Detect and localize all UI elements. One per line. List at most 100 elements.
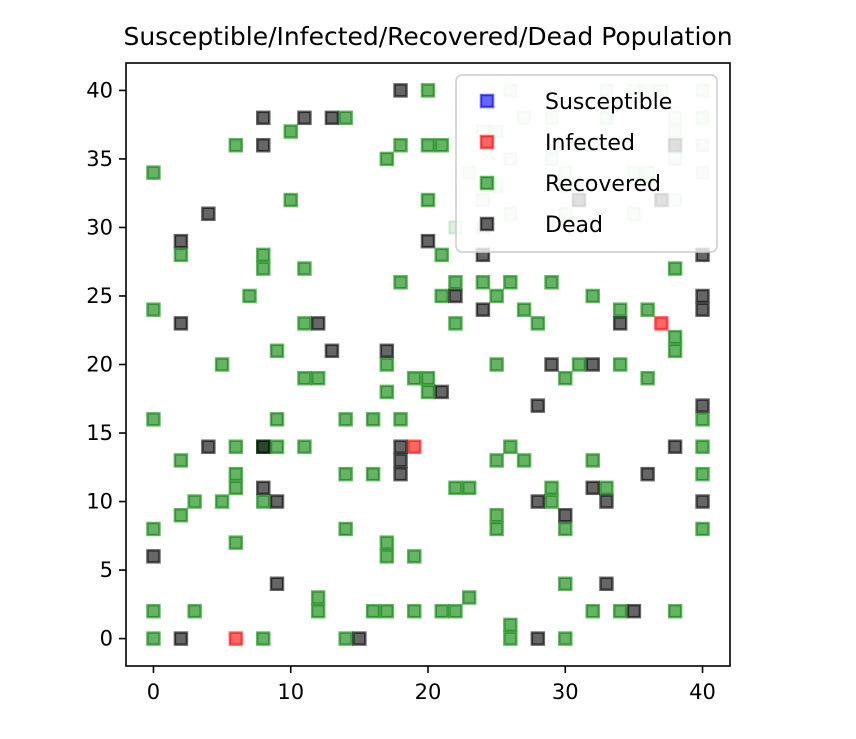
data-point-recovered: [365, 412, 381, 427]
x-tick-label: 20: [415, 680, 442, 704]
data-point-recovered: [256, 247, 271, 263]
data-point-dead: [626, 603, 642, 619]
data-point-recovered: [365, 603, 381, 619]
data-point-recovered: [503, 275, 518, 290]
data-point-recovered: [242, 288, 257, 304]
y-tick-label: 35: [86, 147, 113, 171]
data-point-dead: [544, 357, 559, 372]
data-point-recovered: [475, 275, 491, 290]
x-tick-label: 10: [277, 680, 304, 704]
data-point-recovered: [173, 508, 189, 523]
data-point-recovered: [516, 302, 532, 317]
data-point-recovered: [146, 302, 161, 317]
data-point-recovered: [516, 453, 532, 468]
data-point-recovered: [448, 275, 463, 290]
data-point-recovered: [338, 631, 353, 646]
data-point-dead: [475, 302, 491, 317]
data-point-recovered: [544, 480, 559, 496]
data-point-recovered: [420, 137, 436, 153]
data-point-dead: [612, 316, 628, 331]
series-recovered: [146, 83, 710, 646]
data-point-recovered: [585, 288, 600, 304]
data-point-recovered: [283, 124, 298, 139]
y-tick-label: 20: [86, 353, 113, 377]
data-point-recovered: [448, 316, 463, 331]
data-point-recovered: [407, 549, 422, 564]
data-point-recovered: [612, 603, 628, 619]
data-point-recovered: [489, 453, 504, 468]
data-point-dead: [173, 631, 189, 646]
data-point-recovered: [434, 603, 449, 619]
data-point-dead: [434, 384, 449, 400]
data-point-recovered: [420, 370, 436, 386]
data-point-infected: [228, 631, 244, 646]
data-point-recovered: [489, 288, 504, 304]
data-point-dead: [599, 576, 614, 592]
data-point-recovered: [420, 192, 436, 208]
data-point-dead: [269, 494, 285, 509]
data-point-dead: [420, 233, 436, 249]
x-axis-ticks: 0 10 20 30 40: [147, 666, 716, 704]
legend-marker-susceptible: [479, 93, 495, 109]
data-point-recovered: [544, 494, 559, 509]
data-point-recovered: [461, 590, 477, 605]
data-point-recovered: [228, 535, 244, 550]
data-point-recovered: [379, 535, 395, 550]
x-tick-label: 40: [689, 680, 716, 704]
data-point-recovered: [695, 521, 710, 537]
data-point-recovered: [310, 590, 326, 605]
data-point-recovered: [667, 603, 683, 619]
series-infected: [228, 316, 669, 646]
data-point-recovered: [640, 370, 655, 386]
data-point-dead: [695, 302, 710, 317]
data-point-recovered: [379, 357, 395, 372]
data-point-dead: [297, 110, 312, 126]
data-point-recovered: [256, 261, 271, 276]
legend-label-recovered: Recovered: [545, 172, 661, 197]
data-point-recovered: [379, 603, 395, 619]
data-point-recovered: [558, 631, 573, 646]
data-point-dead: [379, 343, 395, 359]
data-point-recovered: [558, 576, 573, 592]
y-tick-label: 10: [86, 490, 113, 514]
data-point-recovered: [503, 631, 518, 646]
data-point-recovered: [448, 480, 463, 496]
data-point-recovered: [256, 631, 271, 646]
data-point-recovered: [297, 316, 312, 331]
legend: Susceptible Infected Recovered Dead: [455, 74, 718, 253]
data-point-recovered: [338, 412, 353, 427]
data-point-recovered: [489, 521, 504, 537]
data-point-dead: [146, 549, 161, 564]
data-point-recovered: [558, 370, 573, 386]
data-point-recovered: [379, 549, 395, 564]
data-point-recovered: [420, 384, 436, 400]
data-point-dead: [393, 453, 408, 468]
y-tick-label: 5: [100, 558, 113, 582]
data-point-recovered: [393, 275, 408, 290]
data-point-recovered: [228, 439, 244, 454]
data-point-recovered: [269, 439, 285, 454]
data-point-dead: [324, 110, 340, 126]
x-tick-label: 0: [147, 680, 160, 704]
data-point-recovered: [434, 288, 449, 304]
data-point-recovered: [407, 370, 422, 386]
data-point-recovered: [297, 370, 312, 386]
data-point-recovered: [530, 316, 546, 331]
data-point-recovered: [558, 521, 573, 537]
y-tick-label: 25: [86, 284, 113, 308]
data-point-dead: [393, 466, 408, 482]
data-point-infected: [407, 439, 422, 454]
data-point-dead: [256, 480, 271, 496]
data-point-recovered: [667, 261, 683, 276]
data-point-dead: [256, 110, 271, 126]
data-point-dead: [310, 316, 326, 331]
data-point-dead: [269, 576, 285, 592]
data-point-recovered: [297, 439, 312, 454]
data-point-recovered: [214, 494, 230, 509]
legend-marker-recovered: [479, 175, 495, 191]
data-point-dead: [667, 439, 683, 454]
data-point-recovered: [667, 343, 683, 359]
data-point-recovered: [269, 343, 285, 359]
chart-title: Susceptible/Infected/Recovered/Dead Popu…: [123, 22, 732, 51]
data-point-recovered: [214, 357, 230, 372]
